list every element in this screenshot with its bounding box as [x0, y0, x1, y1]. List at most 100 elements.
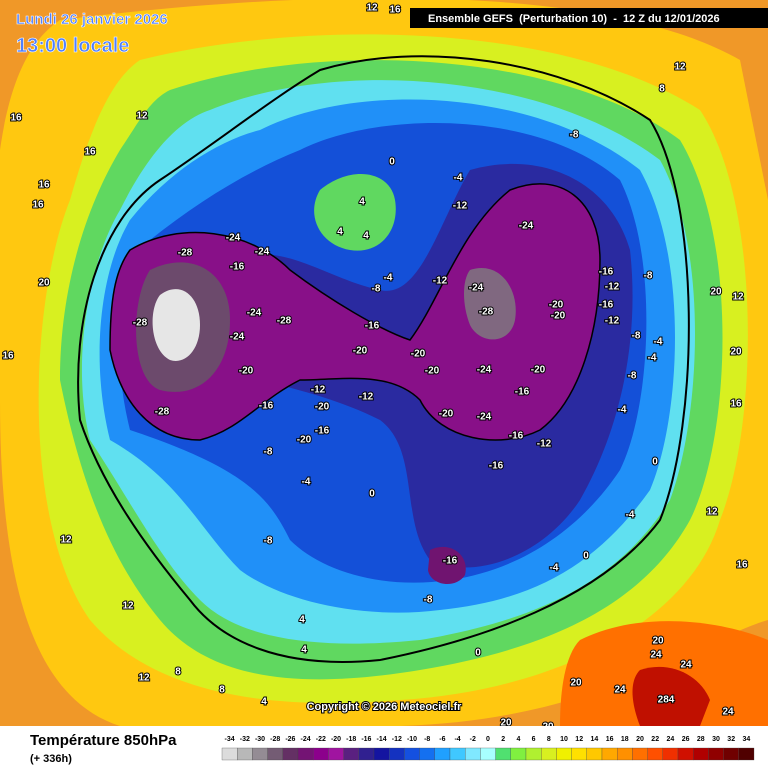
- contour-label: -4: [648, 353, 657, 364]
- contour-label: -16: [599, 267, 614, 278]
- legend-swatch: [434, 747, 451, 761]
- contour-label: 16: [730, 399, 742, 410]
- legend-swatch: [601, 747, 618, 761]
- legend-label: -20: [331, 736, 341, 743]
- legend-label: 30: [712, 736, 720, 743]
- contour-label: -4: [550, 563, 559, 574]
- contour-label: -20: [353, 346, 368, 357]
- legend-swatch: [738, 747, 755, 761]
- contour-label: 12: [138, 673, 150, 684]
- contour-label: -8: [628, 371, 637, 382]
- contour-label: 12: [136, 111, 148, 122]
- contour-label: 12: [366, 3, 378, 14]
- legend-label: 28: [697, 736, 705, 743]
- contour-label: -4: [384, 273, 393, 284]
- contour-label: -12: [605, 316, 620, 327]
- contour-label: -16: [259, 401, 274, 412]
- contour-label: 24: [722, 707, 734, 718]
- contour-label: -24: [230, 332, 245, 343]
- contour-label: -20: [549, 300, 564, 311]
- legend-label: -26: [285, 736, 295, 743]
- contour-label: 16: [736, 560, 748, 571]
- legend: -34 -32 -30 -28 -26 -24 -22 -20 -18 -16 -14 -12 -10-…: [221, 736, 755, 761]
- contour-label: -16: [489, 461, 504, 472]
- legend-label: 8: [547, 736, 551, 743]
- contour-label: 12: [674, 62, 686, 73]
- contour-label: 4: [301, 645, 307, 656]
- contour-label: -16: [443, 556, 458, 567]
- legend-swatch: [647, 747, 663, 761]
- contour-label: -8: [424, 595, 433, 606]
- contour-label: 16: [84, 147, 96, 158]
- contour-label: -12: [605, 282, 620, 293]
- legend-swatch: [632, 747, 648, 761]
- contour-label: -28: [178, 248, 193, 259]
- contour-label: -24: [226, 233, 241, 244]
- legend-label: 16: [606, 736, 614, 743]
- legend-swatch: [313, 747, 329, 761]
- zone-very-hot: [632, 666, 710, 726]
- legend-swatch: [297, 747, 314, 761]
- run-info: Ensemble GEFS (Perturbation 10) - 12 Z d…: [428, 13, 720, 25]
- contour-label: 20: [652, 636, 664, 647]
- contour-label: -24: [469, 283, 484, 294]
- contour-label: 20: [730, 347, 742, 358]
- contour-label: 20: [38, 278, 50, 289]
- contour-label: -4: [302, 477, 311, 488]
- legend-label: 24: [667, 736, 675, 743]
- legend-label: -14: [377, 736, 387, 743]
- contour-label: -24: [477, 365, 492, 376]
- contour-label: 16: [2, 351, 14, 362]
- contour-label: -4: [654, 337, 663, 348]
- legend-label: 20: [636, 736, 644, 743]
- legend-label: -24: [301, 736, 311, 743]
- legend-label: 18: [621, 736, 629, 743]
- legend-swatch: [465, 747, 481, 761]
- legend-label: 2: [501, 736, 505, 743]
- contour-label: -20: [239, 366, 254, 377]
- contour-label: 12: [732, 292, 744, 303]
- legend-label: 34: [743, 736, 751, 743]
- contour-label: 16: [389, 5, 401, 16]
- contour-label: 0: [389, 157, 395, 168]
- legend-swatch: [221, 747, 238, 761]
- legend-label: -12: [392, 736, 402, 743]
- contour-label: 16: [32, 200, 44, 211]
- contour-label: -16: [515, 387, 530, 398]
- contour-label: -20: [411, 349, 426, 360]
- contour-label: 4: [337, 227, 343, 238]
- contour-label: -28: [133, 318, 148, 329]
- legend-label: -8: [424, 736, 430, 743]
- contour-label: 20: [710, 287, 722, 298]
- legend-swatch: [267, 747, 283, 761]
- contour-label: 24: [614, 685, 626, 696]
- legend-label: -34: [225, 736, 235, 743]
- legend-swatch: [419, 747, 435, 761]
- contour-label: 20: [570, 678, 582, 689]
- legend-label: -22: [316, 736, 326, 743]
- contour-label: -20: [425, 366, 440, 377]
- run-box: [410, 8, 768, 28]
- contour-label: -28: [155, 407, 170, 418]
- contour-label: -16: [315, 426, 330, 437]
- contour-label: -16: [509, 431, 524, 442]
- legend-swatch: [708, 747, 724, 761]
- contour-label: -20: [315, 402, 330, 413]
- contour-label: 16: [10, 113, 22, 124]
- legend-swatch: [556, 747, 572, 761]
- contour-label: 4: [261, 697, 267, 708]
- legend-swatch: [541, 747, 557, 761]
- contour-label: -16: [230, 262, 245, 273]
- contour-label: -12: [359, 392, 374, 403]
- contour-label: 24: [650, 650, 662, 661]
- legend-swatch: [617, 747, 633, 761]
- contour-label: -20: [531, 365, 546, 376]
- contour-label: -4: [626, 510, 635, 521]
- zone-core-min: [152, 289, 200, 361]
- legend-label: 12: [575, 736, 583, 743]
- legend-swatch: [525, 747, 542, 761]
- contour-label: -24: [519, 221, 534, 232]
- legend-label: 14: [591, 736, 599, 743]
